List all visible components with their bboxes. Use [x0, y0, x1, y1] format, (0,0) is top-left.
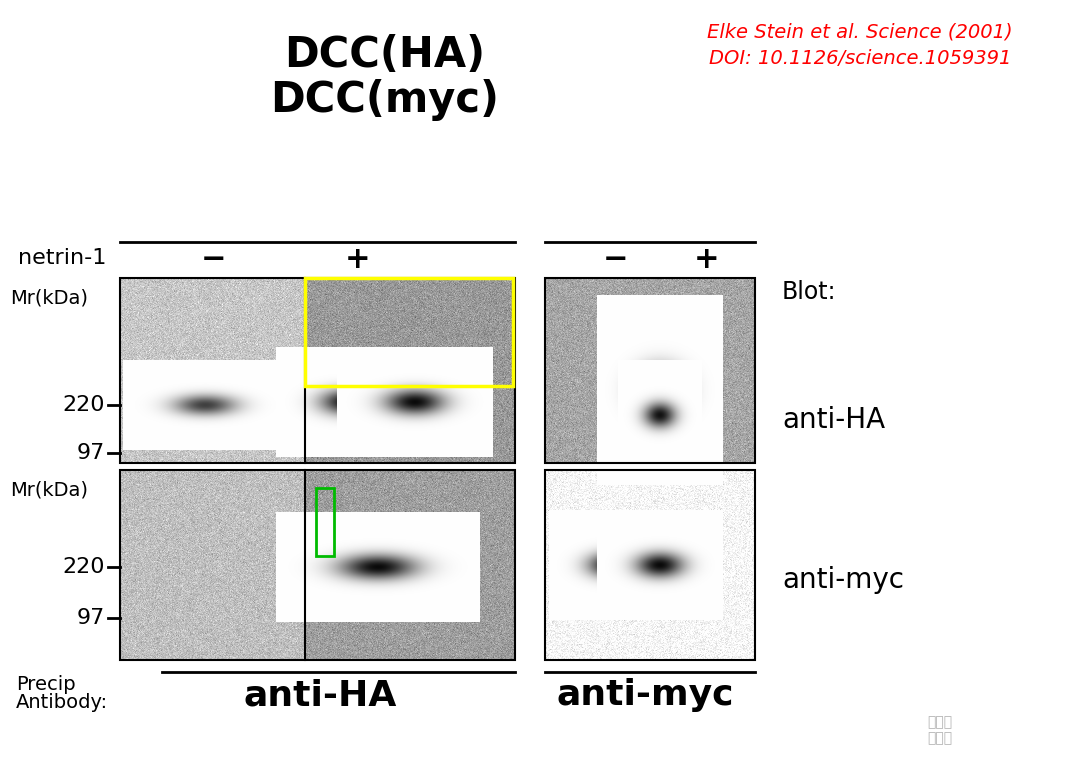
Text: anti-myc: anti-myc: [556, 678, 733, 712]
Text: Antibody:: Antibody:: [16, 693, 108, 712]
Text: 97: 97: [77, 443, 105, 463]
Bar: [120, 278, 515, 463]
Bar: [305, 278, 513, 386]
Text: netrin-1: netrin-1: [18, 248, 106, 268]
Text: 220: 220: [63, 557, 105, 577]
Text: DCC(myc): DCC(myc): [270, 79, 499, 121]
Text: DOI: 10.1126/science.1059391: DOI: 10.1126/science.1059391: [708, 49, 1011, 68]
Text: anti-HA: anti-HA: [243, 678, 396, 712]
Text: anti-myc: anti-myc: [782, 566, 904, 594]
Text: DCC(HA): DCC(HA): [284, 34, 486, 76]
Bar: [545, 278, 755, 463]
Text: +: +: [346, 245, 370, 274]
Text: +: +: [694, 245, 719, 274]
Text: 新智元
中文网: 新智元 中文网: [928, 715, 953, 745]
Text: Mr(kDa): Mr(kDa): [10, 480, 87, 499]
Text: 220: 220: [63, 395, 105, 415]
Text: anti-HA: anti-HA: [782, 406, 886, 434]
Text: −: −: [603, 245, 627, 274]
Text: 97: 97: [77, 608, 105, 628]
Text: −: −: [200, 245, 226, 274]
Bar: [316, 488, 334, 556]
Text: Mr(kDa): Mr(kDa): [10, 288, 87, 307]
Bar: [545, 470, 755, 660]
Text: Precip: Precip: [16, 675, 76, 694]
Text: Elke Stein et al. Science (2001): Elke Stein et al. Science (2001): [707, 23, 1013, 41]
Text: Blot:: Blot:: [782, 280, 837, 304]
Bar: [120, 470, 515, 660]
